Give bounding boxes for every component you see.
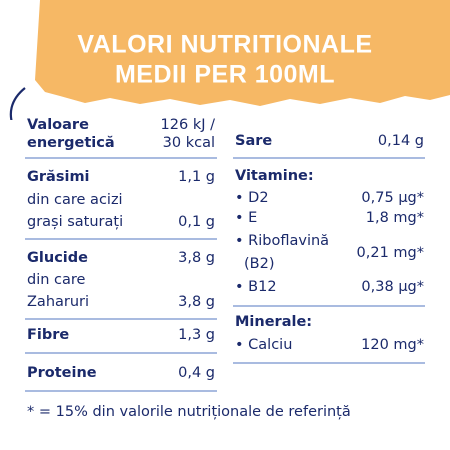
vitamin-value: 0,75 µg* <box>361 189 424 206</box>
vitamin-value: 1,8 mg* <box>365 209 424 226</box>
divider <box>25 238 217 240</box>
nutrient-name: Sare <box>235 132 273 149</box>
title-line: VALORI NUTRITIONALE <box>77 30 373 59</box>
title-line: MEDII PER 100ML <box>114 60 336 89</box>
divider <box>233 157 425 159</box>
sub-label: Zaharuri <box>27 293 90 310</box>
mineral-name: • Calciu <box>235 336 293 353</box>
nutrient-value: 0,1 g <box>178 213 215 230</box>
vitamin-name: • Riboflavină <box>235 232 330 249</box>
vitamin-name: • B12 <box>235 278 277 295</box>
divider <box>233 362 425 364</box>
divider <box>25 390 217 392</box>
sub-label: grași saturați <box>27 213 124 230</box>
footnote: * = 15% din valorile nutriționale de ref… <box>27 403 351 420</box>
section-title: Vitamine: <box>235 167 314 184</box>
vitamin-name: • D2 <box>235 189 269 206</box>
vitamin-value: 0,38 µg* <box>361 278 424 295</box>
nutrient-name: Grăsimi <box>27 168 90 185</box>
nutrient-value: 30 kcal <box>162 134 215 151</box>
divider <box>25 352 217 354</box>
vitamin-name: (B2) <box>244 255 275 272</box>
nutrient-value: 0,4 g <box>178 364 215 381</box>
section-title: Minerale: <box>235 313 313 330</box>
divider <box>25 157 217 159</box>
nutrient-value: 1,1 g <box>178 168 215 185</box>
vitamin-value: 0,21 mg* <box>356 244 424 261</box>
header-brush <box>9 0 450 120</box>
sub-label: din care <box>27 271 86 288</box>
nutrient-name: energetică <box>27 134 115 151</box>
nutrient-value: 3,8 g <box>178 293 215 310</box>
nutrient-value: 126 kJ / <box>160 116 215 133</box>
nutrient-value: 0,14 g <box>377 132 424 149</box>
nutrient-name: Valoare <box>27 116 89 133</box>
nutrient-name: Fibre <box>27 326 70 343</box>
sub-label: din care acizi <box>27 191 123 208</box>
divider <box>233 305 425 307</box>
nutrient-name: Glucide <box>27 249 88 266</box>
divider <box>25 318 217 320</box>
nutrient-value: 1,3 g <box>178 326 215 343</box>
vitamin-name: • E <box>235 209 258 226</box>
nutrient-name: Proteine <box>27 364 97 381</box>
nutrient-value: 3,8 g <box>178 249 215 266</box>
mineral-value: 120 mg* <box>361 336 424 353</box>
